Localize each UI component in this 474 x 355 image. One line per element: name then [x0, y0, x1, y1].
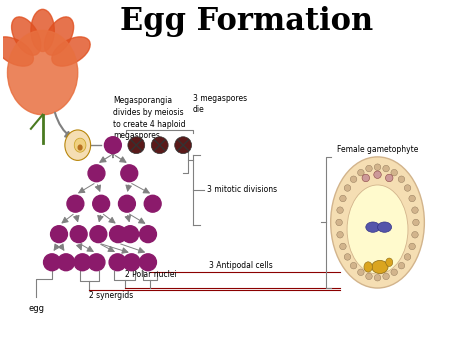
Circle shape [70, 226, 87, 242]
Circle shape [374, 164, 381, 170]
Circle shape [385, 174, 393, 182]
Circle shape [139, 226, 156, 242]
Circle shape [357, 269, 364, 275]
Ellipse shape [52, 37, 90, 66]
Ellipse shape [366, 222, 380, 232]
Circle shape [412, 231, 418, 238]
Circle shape [58, 254, 74, 271]
Circle shape [409, 243, 415, 250]
Circle shape [350, 176, 357, 182]
Circle shape [122, 226, 138, 242]
Text: 2 synergids: 2 synergids [90, 291, 134, 300]
Circle shape [67, 195, 84, 212]
Circle shape [374, 274, 381, 281]
Circle shape [44, 254, 60, 271]
Circle shape [121, 165, 138, 182]
Text: Megasporangia
divides by meiosis
to create 4 haploid
megaspores: Megasporangia divides by meiosis to crea… [113, 96, 185, 140]
Circle shape [374, 171, 381, 179]
Ellipse shape [0, 37, 33, 66]
Circle shape [391, 269, 398, 275]
Circle shape [336, 219, 342, 226]
Ellipse shape [372, 261, 388, 273]
Circle shape [366, 273, 372, 280]
Circle shape [175, 137, 191, 154]
Ellipse shape [78, 145, 82, 150]
Circle shape [128, 137, 145, 154]
Circle shape [104, 137, 121, 154]
Ellipse shape [347, 185, 408, 274]
Circle shape [337, 207, 343, 213]
Text: egg: egg [28, 305, 45, 313]
Ellipse shape [31, 9, 55, 51]
Text: 3 Antipodal cells: 3 Antipodal cells [209, 261, 273, 270]
Circle shape [357, 169, 364, 176]
Text: 3 mitotic divisions: 3 mitotic divisions [207, 185, 277, 194]
Text: Egg Formation: Egg Formation [120, 6, 373, 37]
Circle shape [366, 165, 372, 172]
Ellipse shape [8, 31, 78, 115]
Circle shape [93, 195, 109, 212]
Ellipse shape [65, 130, 91, 160]
Circle shape [404, 185, 411, 191]
Circle shape [383, 273, 389, 280]
Ellipse shape [74, 138, 86, 152]
Circle shape [409, 195, 415, 202]
Circle shape [350, 262, 357, 269]
Circle shape [340, 243, 346, 250]
Circle shape [398, 176, 405, 182]
Circle shape [344, 253, 351, 260]
Text: 3 megaspores
die: 3 megaspores die [192, 94, 246, 114]
Circle shape [144, 195, 161, 212]
Circle shape [74, 254, 91, 271]
Circle shape [340, 195, 346, 202]
Circle shape [123, 254, 140, 271]
Ellipse shape [386, 258, 393, 267]
Circle shape [344, 185, 351, 191]
Circle shape [391, 169, 398, 176]
Circle shape [90, 226, 107, 242]
Ellipse shape [364, 262, 373, 272]
Circle shape [404, 253, 411, 260]
Circle shape [51, 226, 67, 242]
Ellipse shape [377, 222, 392, 232]
Circle shape [109, 226, 127, 242]
Circle shape [118, 195, 136, 212]
Circle shape [398, 262, 405, 269]
Ellipse shape [331, 157, 424, 288]
Ellipse shape [11, 17, 41, 55]
Text: 2 Polar nuclei: 2 Polar nuclei [125, 270, 176, 279]
Circle shape [337, 231, 343, 238]
Circle shape [413, 219, 419, 226]
Text: Female gametophyte: Female gametophyte [337, 145, 418, 154]
Circle shape [412, 207, 418, 213]
Circle shape [383, 165, 389, 172]
Circle shape [88, 165, 105, 182]
Circle shape [151, 137, 168, 154]
Circle shape [139, 254, 156, 271]
Circle shape [88, 254, 105, 271]
Circle shape [362, 174, 370, 182]
Circle shape [109, 254, 126, 271]
Ellipse shape [45, 17, 73, 55]
